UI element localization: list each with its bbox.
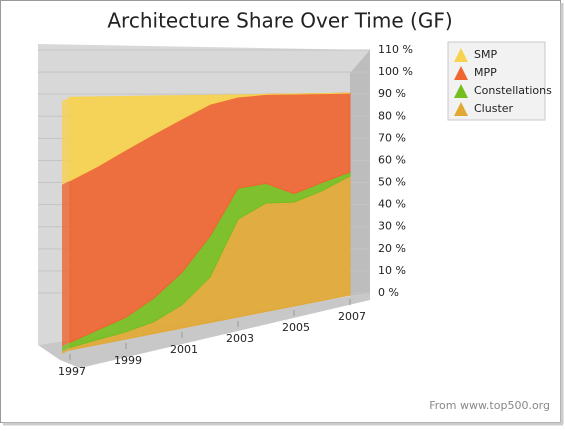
legend-label: MPP (474, 66, 497, 79)
legend-swatch (454, 102, 468, 116)
y-tick-label: 90 % (378, 87, 406, 100)
y-tick-label: 10 % (378, 264, 406, 277)
legend-label: Constellations (474, 84, 552, 97)
legend-label: Cluster (474, 102, 514, 115)
y-tick-label: 80 % (378, 109, 406, 122)
chart-title: Architecture Share Over Time (GF) (107, 9, 452, 33)
legend-swatch (454, 66, 468, 80)
y-tick-label: 30 % (378, 220, 406, 233)
area-edge (62, 97, 70, 185)
x-tick-label: 2003 (226, 332, 254, 345)
y-tick-label: 100 % (378, 65, 413, 78)
y-tick-label: 0 % (378, 286, 399, 299)
legend-items: SMP MPP Constellations Cluster (454, 48, 552, 116)
legend-label: SMP (474, 48, 497, 61)
floor (38, 293, 370, 368)
legend-swatch (454, 48, 468, 62)
area-edge (62, 180, 70, 347)
y-tick-label: 70 % (378, 131, 406, 144)
y-tick-label: 20 % (378, 242, 406, 255)
area (69, 92, 351, 182)
x-tick-label: 2007 (338, 310, 366, 323)
plot (38, 49, 370, 354)
y-tick-label: 110 % (378, 43, 413, 56)
side-wall (350, 50, 370, 296)
y-tick-label: 40 % (378, 198, 406, 211)
y-tick-label: 60 % (378, 153, 406, 166)
area-edge (62, 342, 70, 352)
x-tick-label: 1997 (58, 365, 86, 378)
area-edge (62, 347, 70, 354)
x-tick-label: 1999 (114, 354, 142, 367)
x-tick-label: 2001 (170, 343, 198, 356)
y-tick-label: 50 % (378, 176, 406, 189)
source-note: From www.top500.org (429, 399, 550, 412)
legend-swatch (454, 84, 468, 98)
x-tick-label: 2005 (282, 321, 310, 334)
